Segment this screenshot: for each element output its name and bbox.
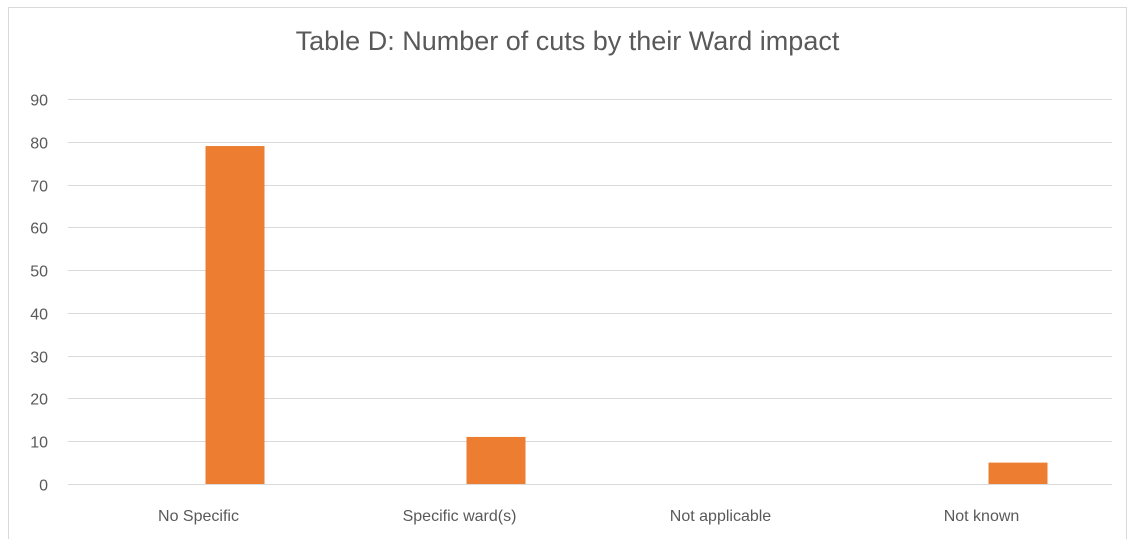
y-tick-label: 40 (30, 307, 48, 324)
y-tick-label: 50 (30, 264, 48, 281)
bar-not-known (988, 462, 1048, 484)
x-axis-category-labels: No Specific Specific ward(s) Not applicabl… (158, 508, 1019, 525)
y-tick-label: 60 (30, 221, 48, 238)
x-category-label: Not applicable (670, 508, 772, 525)
y-tick-label: 0 (39, 478, 48, 495)
y-tick-label: 30 (30, 350, 48, 367)
y-tick-label: 70 (30, 179, 48, 196)
bars (205, 146, 1048, 485)
bar-no-specific (205, 146, 265, 485)
y-tick-label: 20 (30, 392, 48, 409)
chart-title: Table D: Number of cuts by their Ward im… (295, 26, 840, 56)
chart-frame (8, 7, 1127, 539)
x-category-label: Not known (944, 508, 1020, 525)
y-tick-label: 80 (30, 136, 48, 153)
x-category-label: No Specific (158, 508, 239, 525)
bar-specific-ward-s (466, 436, 526, 484)
y-tick-label: 10 (30, 435, 48, 452)
y-tick-label: 90 (30, 93, 48, 110)
x-category-label: Specific ward(s) (403, 508, 517, 525)
y-axis-tick-labels: 0 10 20 30 40 50 60 70 80 90 (30, 93, 48, 495)
